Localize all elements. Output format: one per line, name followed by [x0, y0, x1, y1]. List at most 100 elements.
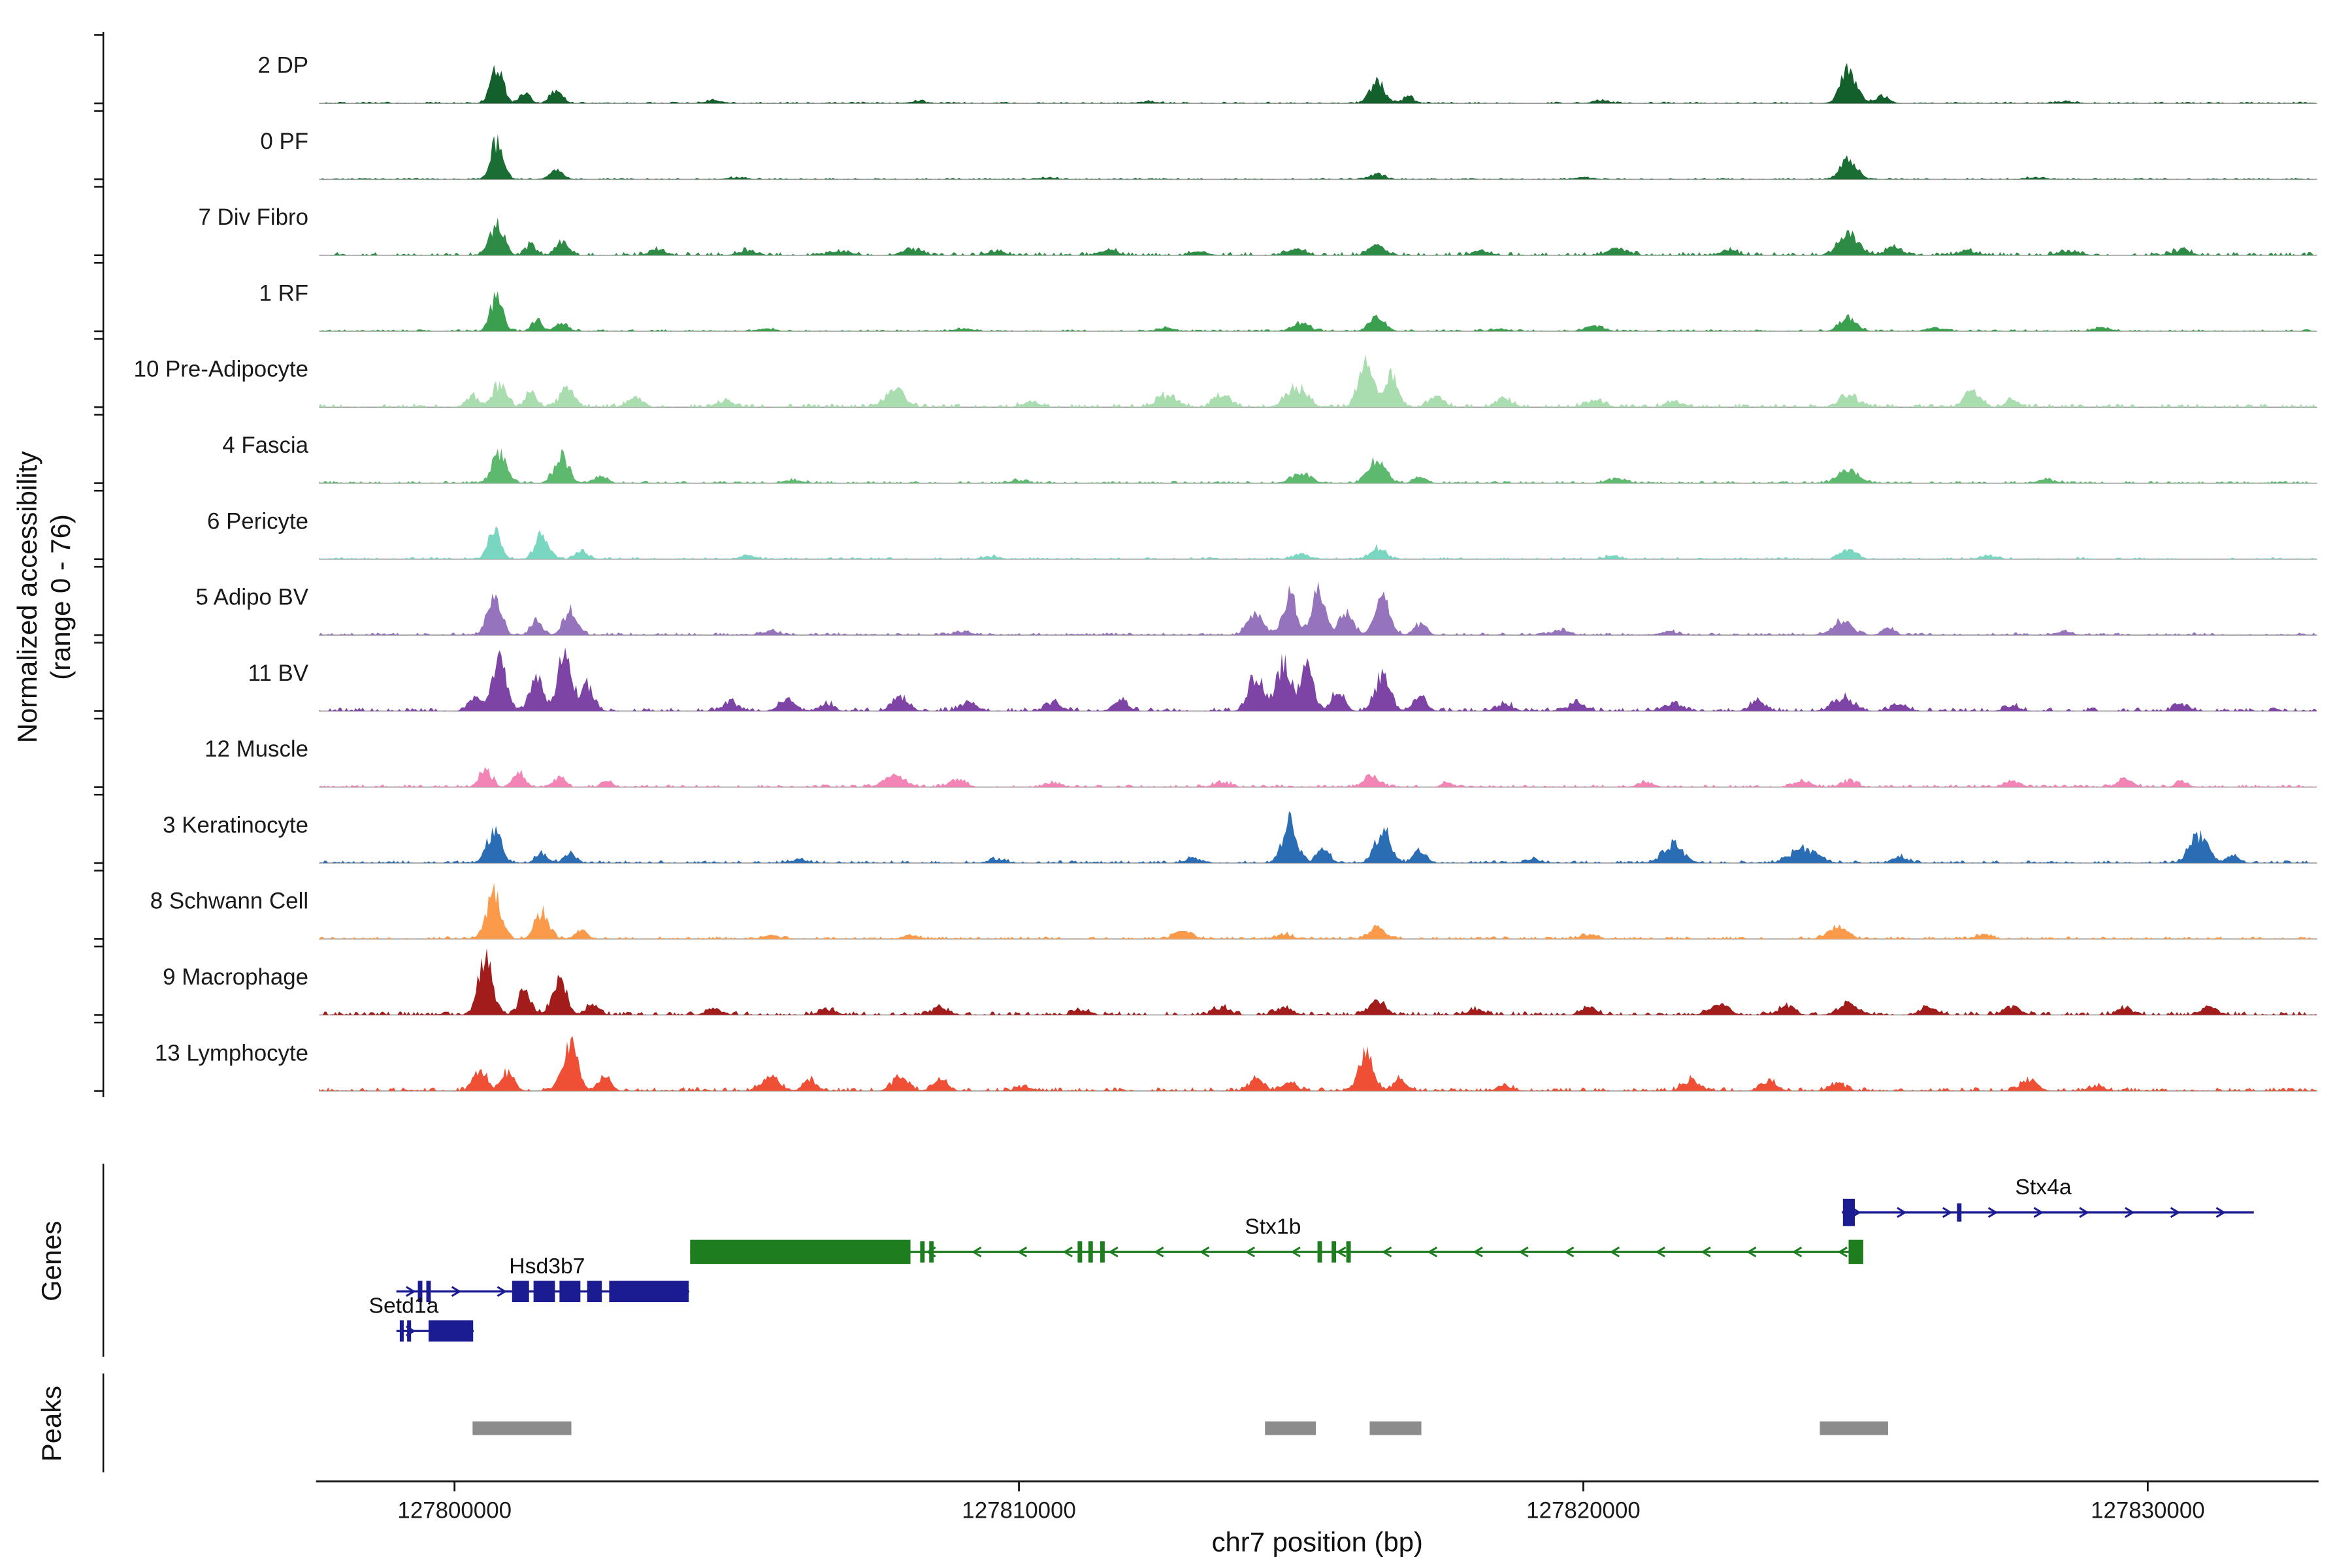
gene-exon [428, 1320, 474, 1342]
strand-arrow-icon [1897, 1207, 1907, 1218]
signal-area-3-keratinocyte [319, 811, 2317, 863]
signal-area-11-bv [319, 647, 2317, 711]
x-tick-label: 127800000 [397, 1497, 512, 1523]
strand-arrow-icon [2125, 1207, 2135, 1218]
gene-exon [1957, 1203, 1962, 1222]
tracks-axis-ticks [94, 34, 104, 1092]
strand-arrow-icon [1245, 1247, 1256, 1258]
gene-name-label: Setd1a [369, 1293, 439, 1318]
strand-arrow-icon [1791, 1247, 1803, 1258]
track-row-3-keratinocyte: 3 Keratinocyte [163, 811, 2317, 864]
track-row-12-muscle: 12 Muscle [204, 736, 2317, 788]
gene-exon [417, 1281, 423, 1303]
signal-area-0-pf [319, 134, 2317, 180]
strand-arrow-icon [1837, 1247, 1848, 1258]
strand-arrow-icon [1746, 1247, 1757, 1258]
gene-name-label: Stx1b [1245, 1214, 1301, 1239]
gene-exon [1346, 1241, 1351, 1263]
track-row-1-rf: 1 RF [259, 280, 2317, 332]
track-label-12-muscle: 12 Muscle [204, 736, 308, 762]
gene-name-label: Stx4a [2015, 1175, 2071, 1200]
y-axis-title-line1: Normalized accessibility [12, 451, 42, 743]
gene-exon [407, 1320, 412, 1342]
track-row-0-pf: 0 PF [260, 129, 2317, 180]
strand-arrow-icon [2215, 1207, 2226, 1218]
strand-arrow-icon [1427, 1247, 1438, 1258]
track-label-2-dp: 2 DP [258, 53, 309, 78]
gene-hsd3b7: Hsd3b7 [396, 1254, 690, 1303]
gene-exon [1331, 1241, 1337, 1263]
x-tick-label: 127830000 [2091, 1497, 2205, 1523]
strand-arrow-icon [1336, 1247, 1347, 1258]
strand-arrow-icon [451, 1286, 462, 1298]
signal-area-4-fascia [319, 448, 2317, 483]
gene-exon [426, 1281, 431, 1303]
signal-area-2-dp [319, 63, 2317, 104]
signal-area-7-div-fibro [319, 217, 2317, 255]
track-row-8-schwann-cell: 8 Schwann Cell [150, 882, 2317, 940]
genes-layer: Stx4a Stx1b Hsd3b7 Setd1a [369, 1175, 2254, 1342]
peaks-layer [472, 1421, 1888, 1435]
peak-region [1265, 1421, 1316, 1435]
gene-exon [1088, 1241, 1093, 1263]
track-label-0-pf: 0 PF [260, 129, 308, 154]
gene-name-label: Hsd3b7 [509, 1254, 585, 1279]
gene-stx4a: Stx4a [1842, 1175, 2254, 1226]
strand-arrow-icon [2033, 1207, 2044, 1218]
track-row-11-bv: 11 BV [248, 647, 2317, 712]
strand-arrow-icon [1290, 1247, 1301, 1258]
strand-arrow-icon [2079, 1207, 2089, 1218]
track-row-7-div-fibro: 7 Div Fibro [198, 204, 2317, 256]
track-label-5-adipo-bv: 5 Adipo BV [196, 585, 309, 610]
genes-section-label: Genes [36, 1221, 67, 1301]
track-label-4-fascia: 4 Fascia [222, 433, 308, 458]
track-label-10-pre-adipocyte: 10 Pre-Adipocyte [134, 357, 309, 382]
gene-exon [690, 1239, 911, 1264]
peaks-section: Peaks [36, 1373, 105, 1473]
strand-arrow-icon [1108, 1247, 1119, 1258]
track-row-2-dp: 2 DP [258, 53, 2317, 104]
track-label-1-rf: 1 RF [259, 280, 309, 306]
strand-arrow-icon [972, 1247, 982, 1258]
track-label-3-keratinocyte: 3 Keratinocyte [163, 812, 308, 838]
signal-area-5-adipo-bv [319, 581, 2317, 636]
gene-exon [587, 1281, 602, 1303]
signal-area-12-muscle [319, 766, 2317, 787]
signal-area-13-lymphocyte [319, 1036, 2317, 1091]
strand-arrow-icon [1655, 1247, 1665, 1258]
track-row-13-lymphocyte: 13 Lymphocyte [155, 1036, 2317, 1092]
x-axis-title: chr7 position (bp) [1212, 1526, 1423, 1557]
x-axis: chr7 position (bp) 127800000 127810000 127… [316, 1480, 2319, 1557]
track-row-5-adipo-bv: 5 Adipo BV [196, 581, 2317, 636]
strand-arrow-icon [1609, 1247, 1620, 1258]
genes-section: Genes [36, 1164, 105, 1357]
signal-area-8-schwann-cell [319, 882, 2317, 939]
gene-exon [559, 1281, 581, 1303]
strand-arrow-icon [1381, 1247, 1392, 1258]
strand-arrow-icon [1017, 1247, 1028, 1258]
peaks-section-label: Peaks [36, 1386, 67, 1462]
peak-region [472, 1421, 572, 1435]
track-row-9-macrophage: 9 Macrophage [163, 948, 2317, 1016]
strand-arrow-icon [1987, 1207, 1999, 1218]
track-row-6-pericyte: 6 Pericyte [207, 508, 2317, 560]
track-label-8-schwann-cell: 8 Schwann Cell [150, 889, 308, 914]
gene-exon [920, 1241, 925, 1263]
strand-arrow-icon [406, 1286, 416, 1298]
gene-exon [399, 1320, 404, 1342]
gene-setd1a: Setd1a [369, 1293, 474, 1342]
strand-arrow-icon [1062, 1247, 1073, 1258]
signal-area-6-pericyte [319, 526, 2317, 559]
strand-arrow-icon [2170, 1207, 2181, 1218]
track-label-9-macrophage: 9 Macrophage [163, 964, 308, 990]
y-axis-title-line2: (range 0 - 76) [45, 514, 76, 680]
x-tick-label: 127810000 [962, 1497, 1076, 1523]
strand-arrow-icon [1199, 1247, 1210, 1258]
gene-exon [1848, 1239, 1863, 1264]
gene-exon [1842, 1198, 1855, 1226]
peak-region [1820, 1421, 1888, 1435]
gene-exon [1317, 1241, 1322, 1263]
gene-exon [1077, 1241, 1083, 1263]
